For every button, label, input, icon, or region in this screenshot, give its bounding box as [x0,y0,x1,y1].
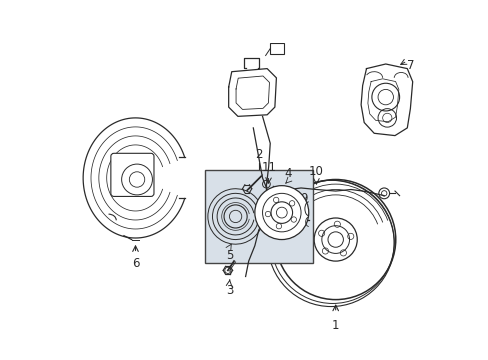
Text: 6: 6 [131,257,139,270]
Text: 5: 5 [225,249,233,262]
Text: 1: 1 [331,319,339,332]
Bar [270,43,284,54]
Text: 3: 3 [225,284,233,297]
Text: 11: 11 [261,161,276,174]
Circle shape [254,186,308,239]
Polygon shape [360,64,412,136]
Polygon shape [83,118,184,238]
Text: 4: 4 [284,167,291,180]
Bar [204,170,312,263]
Text: 10: 10 [308,165,323,178]
Text: 2: 2 [254,148,262,161]
FancyBboxPatch shape [111,153,154,197]
Text: 8: 8 [273,42,280,55]
Polygon shape [228,69,276,116]
Text: 7: 7 [406,59,413,72]
Text: 9: 9 [300,192,307,205]
